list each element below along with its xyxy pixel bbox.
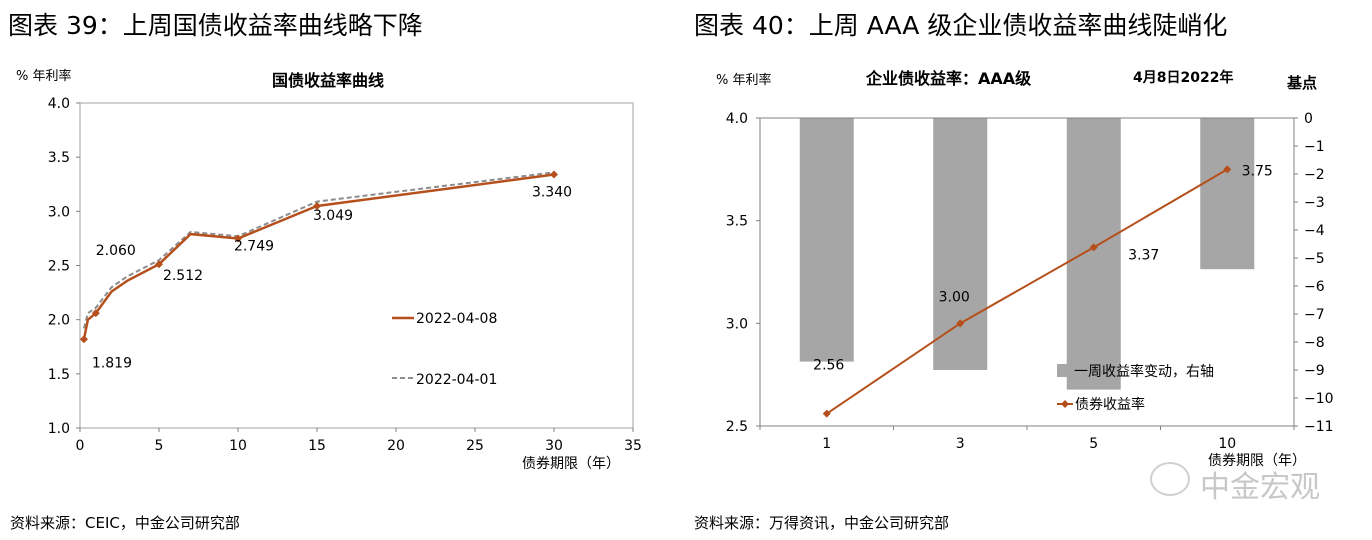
y-tick-label-1: 1.0 bbox=[48, 421, 70, 437]
y-tick-label-1: 1.5 bbox=[48, 367, 70, 383]
data-label-1: 1.819 bbox=[92, 355, 132, 371]
x-tick-label-1: 20 bbox=[387, 438, 405, 454]
x-tick-label-2: 3 bbox=[956, 436, 965, 452]
data-point-marker bbox=[822, 409, 831, 418]
data-label-1: 3.049 bbox=[313, 208, 353, 224]
x-tick-label-1: 10 bbox=[229, 438, 247, 454]
y-tick-label-1: 3.5 bbox=[48, 150, 70, 166]
y2-tick-label: −8 bbox=[1304, 335, 1325, 351]
data-point-marker bbox=[956, 319, 965, 328]
data-point-marker bbox=[313, 202, 321, 211]
y2-tick-label: −2 bbox=[1304, 167, 1325, 183]
y2-tick-label: −4 bbox=[1304, 223, 1325, 239]
legend-marker bbox=[1061, 400, 1069, 408]
legend-label-1: 2022-04-08 bbox=[416, 311, 497, 327]
data-label-2: 3.00 bbox=[939, 289, 970, 305]
x-tick-label-2: 10 bbox=[1218, 436, 1236, 452]
x-tick-label-2: 1 bbox=[822, 436, 831, 452]
data-point-marker bbox=[79, 335, 88, 344]
y-tick-label-1: 4.0 bbox=[48, 96, 70, 112]
bar-5 bbox=[1066, 118, 1121, 390]
figure-40-source: 资料来源：万得资讯，中金公司研究部 bbox=[694, 514, 950, 532]
legend-swatch-bar bbox=[1057, 364, 1071, 377]
figure-40-title: 图表 40：上周 AAA 级企业债收益率曲线陡峭化 bbox=[694, 11, 1228, 40]
y2-tick-label: −5 bbox=[1304, 251, 1325, 267]
y2-tick-label: −7 bbox=[1304, 307, 1325, 323]
y2-axis-label: 基点 bbox=[1286, 74, 1317, 92]
figure-39-source: 资料来源：CEIC，中金公司研究部 bbox=[10, 514, 240, 532]
x-tick-label-2: 5 bbox=[1089, 436, 1098, 452]
y-tick-label-2: 3.0 bbox=[726, 316, 748, 332]
y2-tick-label: −10 bbox=[1304, 391, 1334, 407]
x-tick-label-1: 0 bbox=[76, 438, 85, 454]
y2-tick-label: −11 bbox=[1304, 419, 1334, 435]
x-axis-label-1: 债券期限（年） bbox=[522, 456, 620, 472]
y-axis-label-2: % 年利率 bbox=[716, 72, 772, 88]
data-label-1: 2.749 bbox=[234, 239, 274, 255]
watermark: 中金宏观 bbox=[1200, 470, 1320, 505]
x-tick-label-1: 30 bbox=[545, 438, 563, 454]
bar-1 bbox=[799, 118, 854, 362]
series-line-2022-04-08 bbox=[82, 173, 555, 340]
y2-tick-label: −6 bbox=[1304, 279, 1325, 295]
data-point-marker bbox=[234, 234, 242, 243]
y-tick-label-1: 2.5 bbox=[48, 259, 70, 275]
plot-area-1 bbox=[79, 102, 634, 429]
data-point-marker bbox=[1223, 165, 1232, 174]
y-tick-label-2: 4.0 bbox=[726, 111, 748, 127]
data-point-marker bbox=[91, 309, 100, 318]
x-axis-label-2: 债券期限（年） bbox=[1208, 453, 1306, 469]
x-tick-label-1: 25 bbox=[466, 438, 484, 454]
data-label-1: 2.512 bbox=[163, 268, 203, 284]
y2-tick-label: −3 bbox=[1304, 195, 1325, 211]
chart-2-subtitle: 4月8日2022年 bbox=[1133, 69, 1233, 86]
legend-label-2: 2022-04-01 bbox=[416, 372, 497, 388]
data-point-marker bbox=[1089, 243, 1098, 252]
series-line-2022-04-01 bbox=[82, 171, 555, 329]
y2-tick-label: 0 bbox=[1304, 111, 1313, 127]
y-tick-label-2: 3.5 bbox=[726, 214, 748, 230]
data-label-1: 3.340 bbox=[532, 185, 572, 201]
data-point-marker bbox=[550, 170, 558, 179]
bar-3 bbox=[933, 118, 988, 370]
wechat-icon bbox=[1150, 462, 1190, 496]
y-tick-label-1: 3.0 bbox=[48, 204, 70, 220]
x-tick-label-1: 35 bbox=[624, 438, 642, 454]
y-axis-label-1: % 年利率 bbox=[16, 68, 72, 84]
series-line-bond-yield bbox=[826, 168, 1228, 415]
legend-label-bar: 一周收益率变动，右轴 bbox=[1074, 363, 1214, 380]
data-label-2: 3.75 bbox=[1242, 163, 1273, 179]
x-tick-label-1: 5 bbox=[155, 438, 164, 454]
y-tick-label-2: 2.5 bbox=[726, 419, 748, 435]
x-tick-label-1: 15 bbox=[308, 438, 326, 454]
y2-tick-label: −9 bbox=[1304, 363, 1325, 379]
figure-39-title: 图表 39：上周国债收益率曲线略下降 bbox=[8, 11, 423, 40]
bar-10 bbox=[1200, 118, 1255, 270]
chart-2-title: 企业债收益率：AAA级 bbox=[865, 69, 1032, 88]
data-label-2: 2.56 bbox=[813, 358, 844, 374]
data-label-1: 2.060 bbox=[96, 243, 136, 259]
data-label-2: 3.37 bbox=[1128, 247, 1159, 263]
chart-1-title: 国债收益率曲线 bbox=[272, 71, 384, 90]
y2-tick-label: −1 bbox=[1304, 139, 1325, 155]
y-tick-label-1: 2.0 bbox=[48, 313, 70, 329]
legend-label-line: 债券收益率 bbox=[1075, 396, 1145, 413]
data-point-marker bbox=[155, 260, 163, 269]
